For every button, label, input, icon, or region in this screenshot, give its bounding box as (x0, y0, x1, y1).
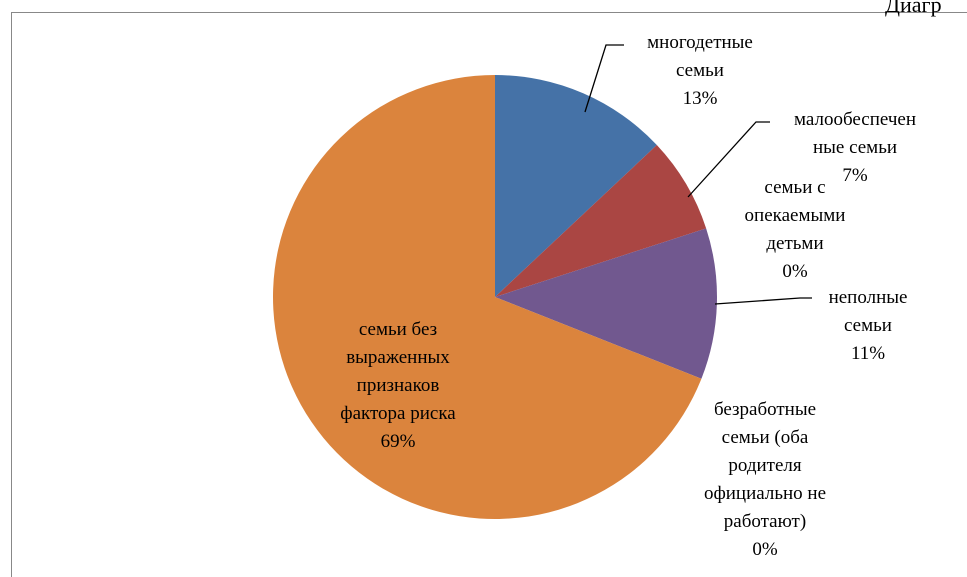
data-label: безработные семьи (оба родителя официаль… (704, 396, 826, 564)
leader-line (714, 297, 812, 305)
data-label: многодетные семьи 13% (647, 29, 753, 113)
value-label: 0% (782, 261, 808, 282)
pie-slice (495, 228, 717, 379)
category-label: многодетные семьи (647, 32, 753, 81)
data-label: неполные семьи 11% (829, 284, 908, 368)
chart-border (11, 12, 967, 577)
chart-title: Диагр (885, 0, 942, 17)
pie-slice (495, 145, 707, 297)
value-label: 69% (380, 431, 416, 452)
leader-line (584, 44, 624, 113)
category-label: неполные семьи (828, 287, 908, 336)
pie-slice (273, 75, 702, 519)
value-label: 13% (682, 88, 718, 109)
category-label: безработные семьи (оба родителя официаль… (703, 399, 827, 532)
data-label: семьи без выраженных признаков фактора р… (340, 316, 455, 456)
value-label: 0% (752, 539, 778, 560)
pie (273, 75, 717, 519)
category-label: малообеспечен ные семьи (793, 109, 917, 158)
data-label: семьи с опекаемыми детьми 0% (745, 174, 846, 286)
value-label: 11% (850, 343, 886, 364)
leader-line (687, 121, 770, 198)
category-label: семьи с опекаемыми детьми (744, 177, 846, 254)
data-label: малообеспечен ные семьи 7% (794, 106, 916, 190)
category-label: семьи без выраженных признаков фактора р… (340, 319, 456, 424)
value-label: 7% (842, 165, 868, 186)
pie-slice (495, 75, 657, 297)
